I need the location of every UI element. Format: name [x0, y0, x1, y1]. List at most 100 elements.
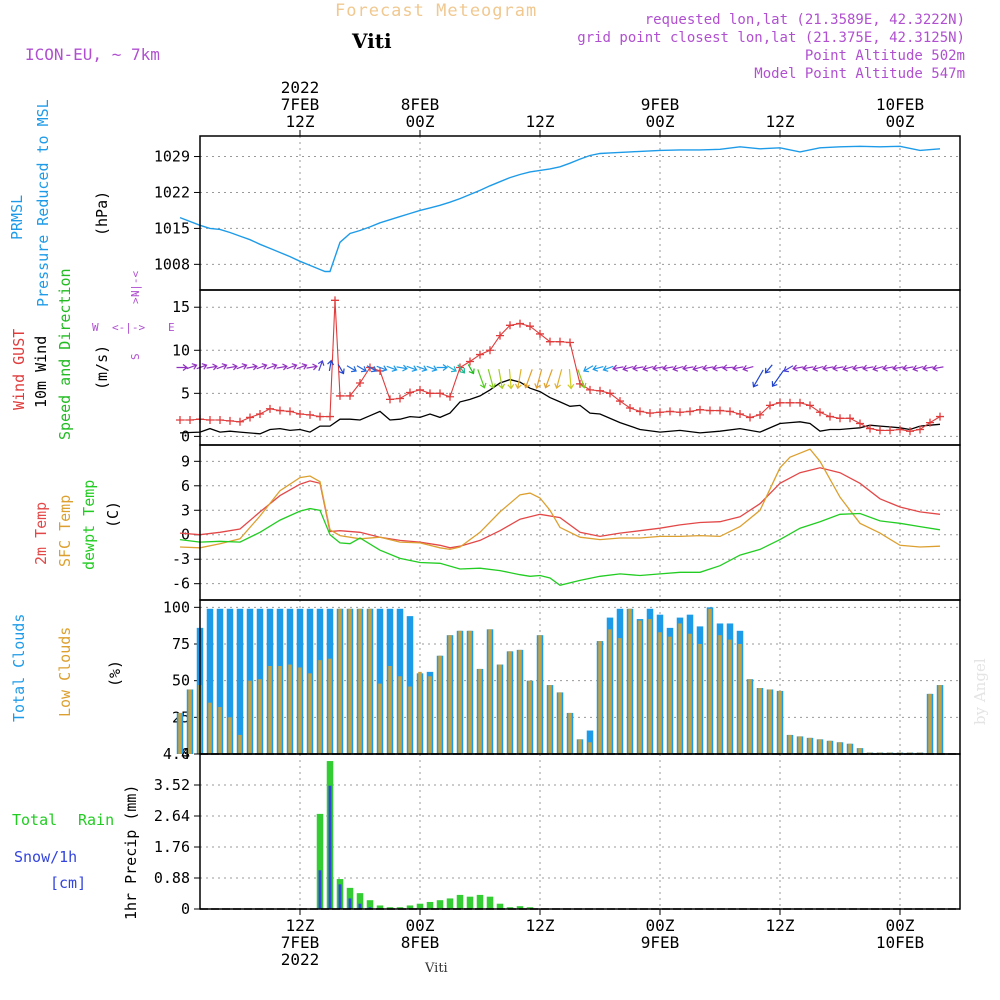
low-cloud-bar: [928, 693, 932, 754]
model-label: ICON-EU, ~ 7km: [25, 45, 160, 64]
low-cloud-bar: [468, 630, 472, 754]
y-tick-label: -6: [172, 575, 190, 593]
y-tick-label: 1008: [154, 255, 190, 273]
x-tick-label-bottom: 12Z: [766, 916, 795, 935]
low-cloud-bar: [448, 635, 452, 754]
x-tick-label-bottom: 7FEB: [281, 933, 320, 952]
gust-marker: [546, 337, 554, 346]
gust-marker: [246, 413, 254, 422]
rain-bar: [496, 903, 504, 909]
wind-direction-arrow: [783, 365, 794, 373]
low-cloud-bar: [238, 734, 242, 754]
total-cloud-bar: [216, 608, 224, 754]
wind-direction-arrow: [812, 365, 824, 372]
precip-labels: Total Rain Snow/1h [cm] 1hr Precip (mm): [12, 785, 140, 920]
y-tick-label: 15: [172, 298, 190, 316]
cloud-units: (%): [106, 660, 124, 687]
grid-point-coords: grid point closest lon,lat (21.375E, 42.…: [577, 30, 965, 46]
gust-marker: [626, 403, 634, 412]
precip-total-label: Total: [12, 811, 57, 829]
rain-bar: [436, 900, 444, 909]
total-cloud-bar: [376, 608, 384, 754]
precip-cm-label: [cm]: [50, 874, 86, 892]
wind-direction-arrow: [602, 365, 614, 372]
low-cloud-bar: [688, 633, 692, 754]
gust-marker: [266, 404, 274, 413]
gust-marker: [866, 424, 874, 433]
gust-marker: [346, 391, 354, 400]
gust-marker: [566, 338, 574, 347]
gust-marker: [331, 296, 339, 305]
wind-direction-arrow: [507, 368, 515, 390]
gust-marker: [786, 398, 794, 407]
wind-direction-arrow: [672, 365, 684, 372]
low-cloud-bar: [768, 689, 772, 754]
temp-dewpt-line: [179, 507, 941, 587]
gust-marker: [826, 412, 834, 421]
gust-marker: [426, 389, 434, 398]
pressure-line: [179, 145, 941, 273]
y-tick-label: 0: [181, 526, 190, 544]
gust-marker: [926, 418, 934, 427]
wind-direction-arrow: [702, 364, 714, 372]
gust-marker: [766, 401, 774, 410]
wind-direction-arrow: [386, 365, 398, 372]
wind-direction-arrow: [457, 364, 466, 374]
rain-bar: [476, 894, 484, 909]
y-tick-label: 50: [172, 672, 190, 690]
gust-marker: [216, 416, 224, 425]
temp-labels: 2m Temp SFC Temp dewpt Temp (C): [32, 480, 122, 570]
x-tick-label-top: 00Z: [646, 112, 675, 131]
wind-direction-arrow: [932, 364, 944, 372]
x-tick-label-top: 7FEB: [281, 95, 320, 114]
gust-marker: [466, 357, 474, 366]
x-tick-label-bottom: 12Z: [526, 916, 555, 935]
low-cloud-bar: [758, 688, 762, 754]
gust-marker: [536, 329, 544, 338]
station-title: Viti: [351, 29, 392, 53]
wind-direction-arrow: [792, 364, 804, 372]
temp-2m-line: [179, 467, 941, 549]
rain-bar: [486, 896, 494, 909]
y-tick-label: 1029: [154, 148, 190, 166]
rain-bar: [406, 905, 414, 909]
wind-direction-arrow: [612, 364, 624, 372]
compass-n: N: [129, 290, 142, 297]
wind-direction-arrow: [346, 365, 357, 373]
low-cloud-bar: [938, 685, 942, 754]
gust-marker: [556, 337, 564, 346]
y-tick-label: 5: [181, 384, 190, 402]
pressure-label-1: PRMSL: [8, 195, 26, 240]
wind-direction-arrow: [712, 364, 724, 372]
gust-marker: [736, 410, 744, 418]
gust-marker: [856, 419, 864, 428]
cloud-labels: Total Clouds Low Clouds (%): [10, 614, 124, 722]
low-cloud-bar: [218, 707, 222, 754]
compass-e: E: [168, 321, 175, 334]
rain-bar: [356, 893, 364, 909]
panel-frame: [199, 599, 961, 755]
gust-marker: [656, 408, 664, 417]
wind-direction-arrow: [662, 364, 674, 372]
x-tick-label-bottom: 00Z: [646, 916, 675, 935]
low-cloud-bar: [268, 666, 272, 754]
x-tick-label-bottom: 12Z: [286, 916, 315, 935]
compass-w: W: [92, 321, 99, 334]
precip-axis-label: 1hr Precip (mm): [122, 785, 140, 920]
gust-marker: [396, 394, 404, 403]
wind-direction-arrow: [416, 365, 428, 372]
low-cloud-bar: [678, 623, 682, 754]
low-cloud-bar: [498, 664, 502, 754]
gust-marker: [896, 425, 904, 434]
gust-marker: [636, 407, 644, 416]
pressure-labels: PRMSL Pressure Reduced to MSL (hPa): [8, 99, 111, 307]
low-cloud-bar: [368, 608, 372, 754]
low-cloud-bar: [518, 649, 522, 754]
snow-bar: [338, 884, 342, 909]
wind-direction-arrow: [682, 364, 694, 372]
low-cloud-bar: [398, 676, 402, 754]
low-cloud-bar: [548, 685, 552, 754]
wind-direction-arrow: [922, 364, 934, 372]
low-cloud-bar: [808, 737, 812, 754]
low-cloud-bar: [788, 734, 792, 754]
